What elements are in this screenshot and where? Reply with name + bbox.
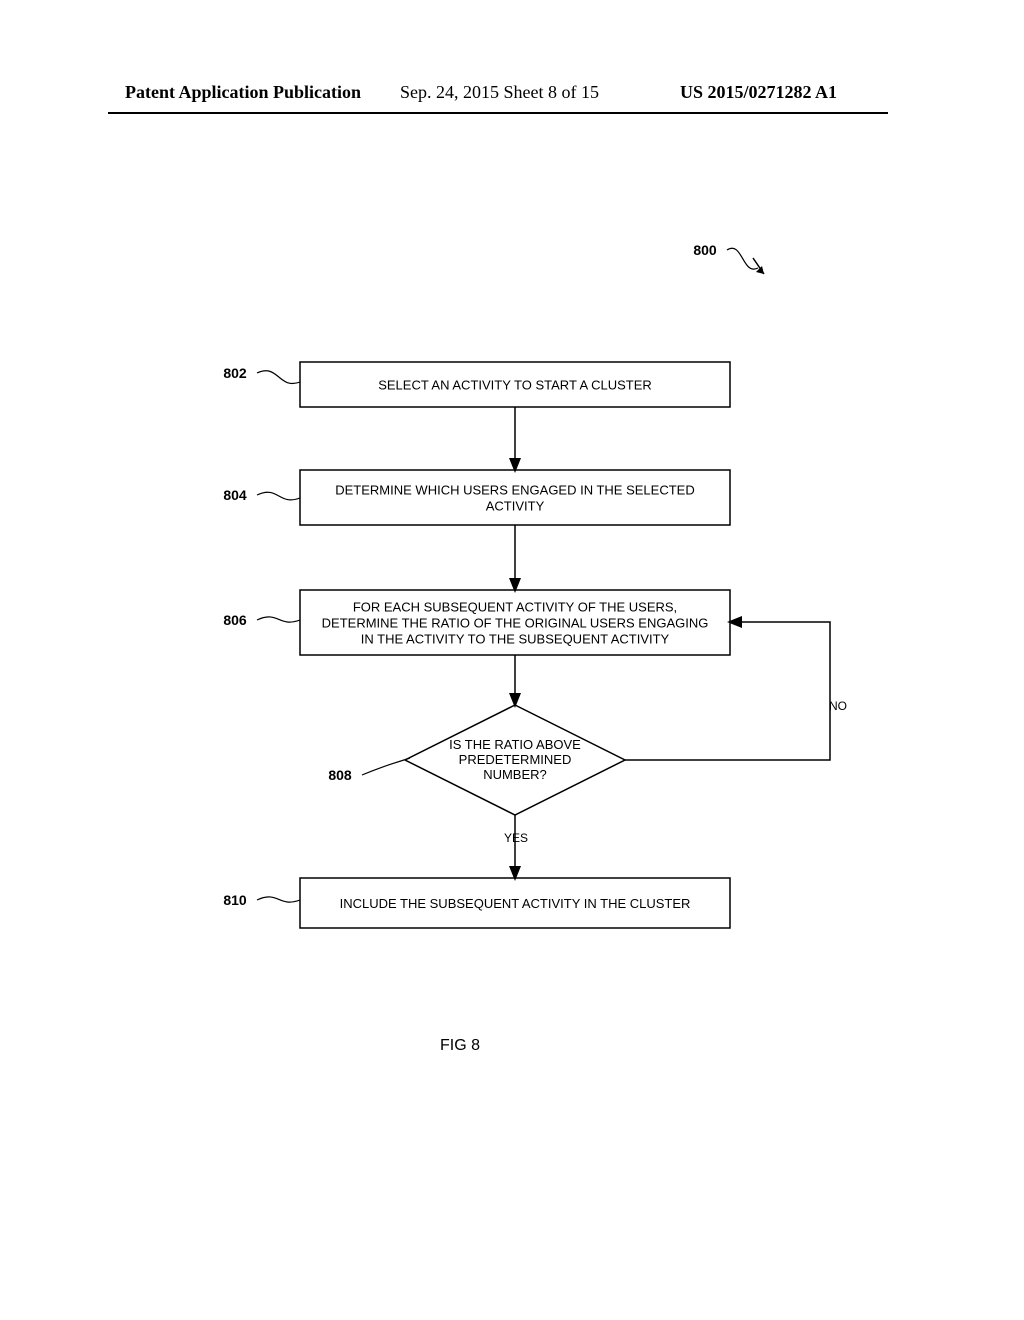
svg-text:PREDETERMINED: PREDETERMINED [459,752,572,767]
svg-text:INCLUDE THE SUBSEQUENT ACTIVIT: INCLUDE THE SUBSEQUENT ACTIVITY IN THE C… [340,896,691,911]
svg-text:804: 804 [223,487,247,503]
flowchart-svg: SELECT AN ACTIVITY TO START A CLUSTER DET… [0,0,1024,1320]
svg-text:800: 800 [693,242,717,258]
svg-text:DETERMINE THE RATIO OF THE ORI: DETERMINE THE RATIO OF THE ORIGINAL USER… [322,616,709,631]
svg-text:NUMBER?: NUMBER? [483,767,547,782]
figure-label: FIG 8 [440,1037,480,1054]
svg-text:IS THE RATIO ABOVE: IS THE RATIO ABOVE [449,737,581,752]
svg-text:810: 810 [223,892,247,908]
svg-text:SELECT AN ACTIVITY TO START A: SELECT AN ACTIVITY TO START A CLUSTER [378,378,652,393]
svg-text:FOR EACH SUBSEQUENT ACTIVITY O: FOR EACH SUBSEQUENT ACTIVITY OF THE USER… [353,600,677,615]
svg-text:IN THE ACTIVITY TO THE SUBSEQU: IN THE ACTIVITY TO THE SUBSEQUENT ACTIVI… [361,632,670,647]
svg-text:808: 808 [328,767,352,783]
svg-text:806: 806 [223,612,247,628]
svg-text:ACTIVITY: ACTIVITY [486,499,545,514]
svg-text:YES: YES [504,831,528,845]
svg-text:DETERMINE WHICH USERS ENGAGED: DETERMINE WHICH USERS ENGAGED IN THE SEL… [335,483,694,498]
svg-text:802: 802 [223,365,247,381]
svg-text:NO: NO [829,699,847,713]
